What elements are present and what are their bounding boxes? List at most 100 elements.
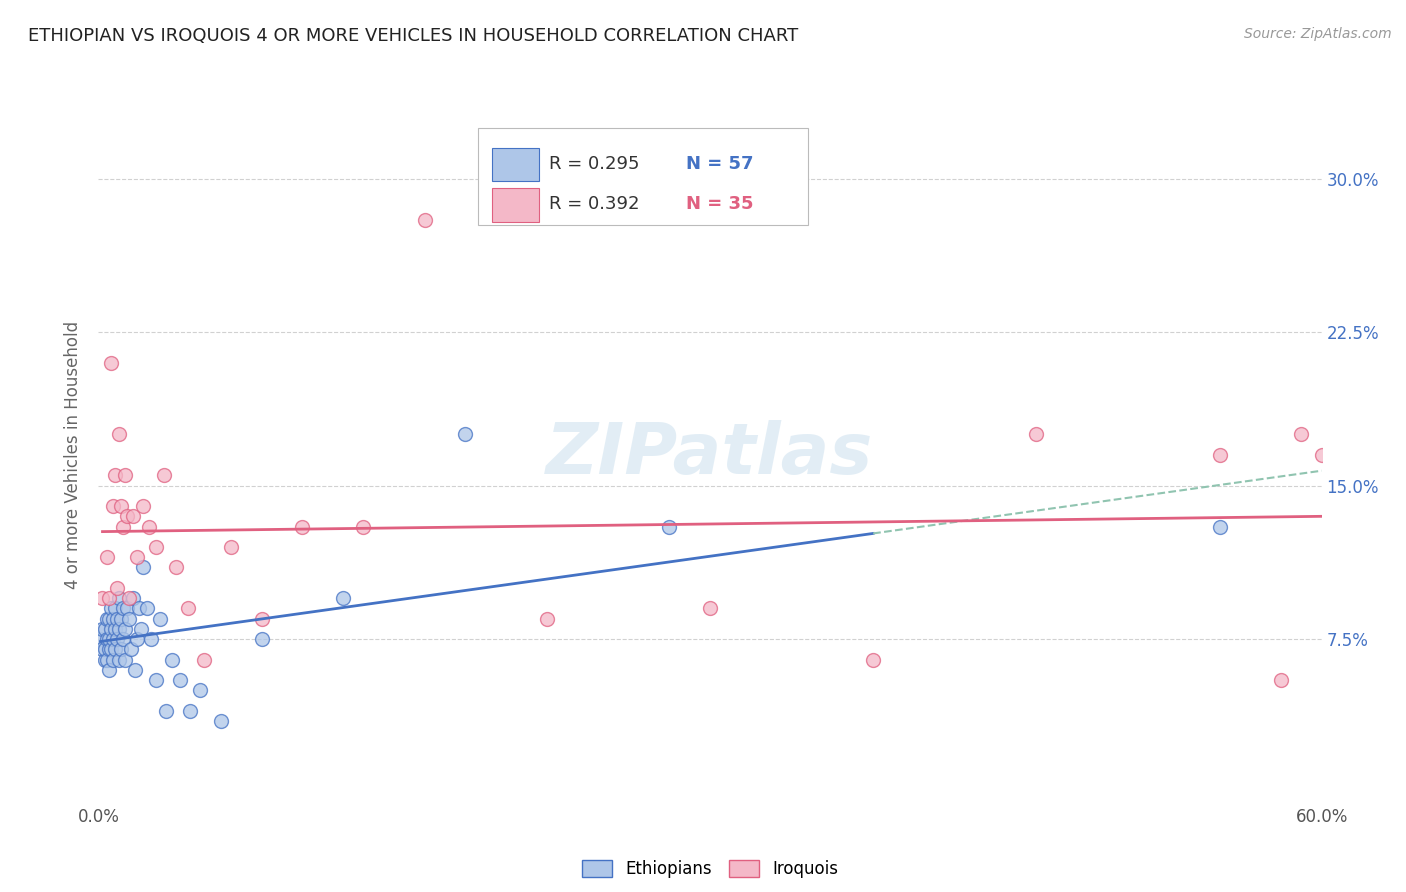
Point: [1025, 427, 1047, 442]
Text: ZIPatlas: ZIPatlas: [547, 420, 873, 490]
Point: [108, 622, 131, 636]
Text: Source: ZipAtlas.com: Source: ZipAtlas.com: [1244, 27, 1392, 41]
Point: [291, 519, 314, 533]
Point: [101, 652, 124, 666]
Point: [124, 663, 146, 677]
Point: [152, 468, 174, 483]
Point: [169, 673, 191, 687]
Point: [250, 632, 273, 646]
Point: [97, 612, 120, 626]
Point: [127, 550, 149, 565]
Point: [93, 642, 115, 657]
Point: [188, 683, 212, 698]
Point: [141, 632, 163, 646]
Point: [97, 663, 120, 677]
Point: [96, 612, 118, 626]
Point: [104, 622, 127, 636]
Point: [155, 704, 177, 718]
Point: [105, 632, 128, 646]
Point: [118, 591, 141, 606]
Legend: Ethiopians, Iroquois: Ethiopians, Iroquois: [575, 854, 845, 885]
Point: [352, 519, 374, 533]
Point: [699, 601, 721, 615]
Point: [136, 601, 159, 615]
Point: [101, 499, 124, 513]
Point: [110, 642, 132, 657]
Point: [177, 601, 200, 615]
Point: [149, 612, 172, 626]
Point: [122, 509, 145, 524]
Point: [115, 601, 138, 615]
Point: [100, 356, 122, 370]
Point: [93, 652, 115, 666]
FancyBboxPatch shape: [492, 188, 538, 222]
Point: [1270, 673, 1292, 687]
Point: [91, 591, 114, 606]
Point: [101, 612, 124, 626]
Point: [1209, 448, 1232, 462]
Point: [1291, 427, 1313, 442]
Point: [160, 652, 183, 666]
Point: [115, 509, 138, 524]
Point: [1209, 519, 1232, 533]
Point: [111, 632, 134, 646]
Point: [104, 601, 127, 615]
Point: [219, 540, 242, 554]
Point: [209, 714, 232, 728]
Point: [127, 632, 149, 646]
Point: [122, 591, 145, 606]
Text: R = 0.392: R = 0.392: [548, 195, 640, 213]
Point: [104, 642, 127, 657]
Point: [132, 560, 155, 574]
Point: [118, 612, 141, 626]
Point: [108, 427, 131, 442]
Point: [111, 601, 134, 615]
Point: [862, 652, 884, 666]
Point: [91, 622, 114, 636]
Point: [193, 652, 215, 666]
Point: [536, 612, 558, 626]
Point: [179, 704, 201, 718]
Point: [413, 212, 436, 227]
Point: [658, 519, 681, 533]
Point: [110, 612, 132, 626]
FancyBboxPatch shape: [492, 148, 538, 181]
Point: [111, 519, 134, 533]
Point: [108, 591, 131, 606]
Point: [101, 632, 124, 646]
Point: [105, 581, 128, 595]
Point: [96, 652, 118, 666]
Point: [97, 632, 120, 646]
Y-axis label: 4 or more Vehicles in Household: 4 or more Vehicles in Household: [65, 321, 83, 589]
Point: [104, 468, 127, 483]
Point: [250, 612, 273, 626]
Point: [110, 499, 132, 513]
Point: [97, 642, 120, 657]
Point: [145, 540, 167, 554]
Point: [100, 642, 122, 657]
Point: [332, 591, 354, 606]
Point: [114, 652, 136, 666]
Text: ETHIOPIAN VS IROQUOIS 4 OR MORE VEHICLES IN HOUSEHOLD CORRELATION CHART: ETHIOPIAN VS IROQUOIS 4 OR MORE VEHICLES…: [28, 27, 799, 45]
Text: N = 57: N = 57: [686, 155, 754, 173]
Point: [165, 560, 187, 574]
Point: [1310, 448, 1333, 462]
Point: [108, 652, 131, 666]
Point: [96, 632, 118, 646]
Point: [138, 519, 160, 533]
Point: [114, 468, 136, 483]
Point: [89, 632, 111, 646]
FancyBboxPatch shape: [478, 128, 808, 226]
Text: R = 0.295: R = 0.295: [548, 155, 640, 173]
Point: [129, 622, 152, 636]
Point: [120, 642, 142, 657]
Point: [132, 499, 155, 513]
Point: [128, 601, 150, 615]
Point: [114, 622, 136, 636]
Point: [97, 591, 120, 606]
Point: [100, 601, 122, 615]
Point: [105, 612, 128, 626]
Point: [93, 622, 115, 636]
Text: N = 35: N = 35: [686, 195, 754, 213]
Point: [100, 622, 122, 636]
